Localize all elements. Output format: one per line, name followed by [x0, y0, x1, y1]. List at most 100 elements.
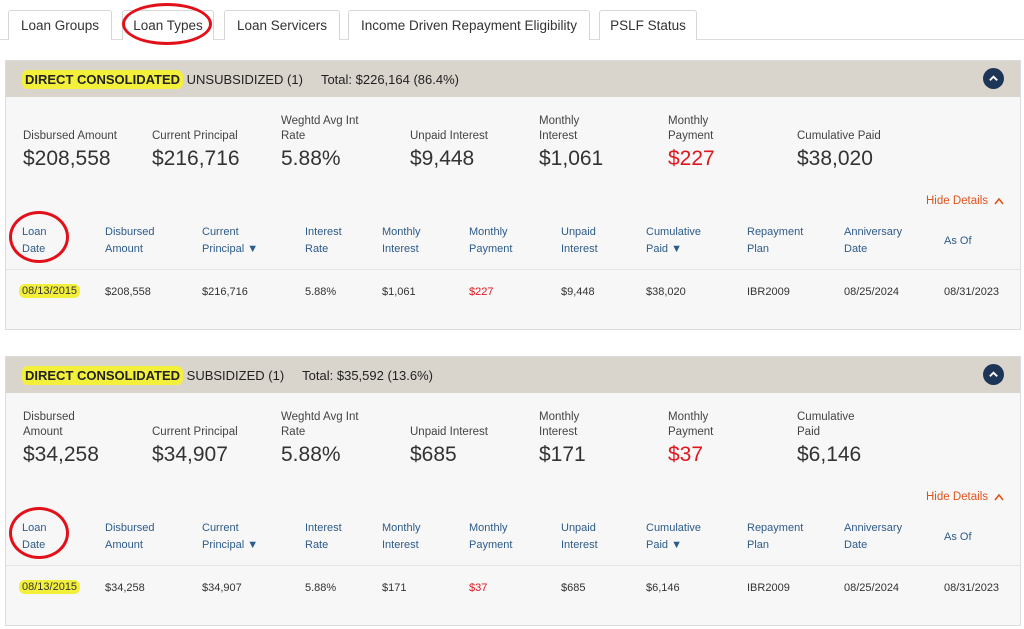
column-header-disbursed-amount[interactable]: Disbursed Amount: [105, 522, 155, 551]
tab-loan-groups[interactable]: Loan Groups: [8, 10, 112, 40]
tab-idr-eligibility[interactable]: Income Driven Repayment Eligibility: [348, 10, 590, 40]
chevron-up-icon: [994, 197, 1004, 205]
summary-label: Monthly Interest: [539, 411, 580, 438]
column-header-monthly-payment[interactable]: Monthly Payment: [469, 522, 513, 551]
cell-loan-date-value: 08/13/2015: [19, 580, 81, 594]
summary-value: $9,448: [410, 147, 475, 170]
cell-disbursed-amount: $208,558: [105, 286, 151, 298]
column-header-current-principal[interactable]: Current Principal ▼: [202, 522, 259, 551]
summary-value: $1,061: [539, 147, 604, 170]
column-header-unpaid-interest[interactable]: Unpaid Interest: [561, 522, 598, 551]
section-total: Total: $226,164 (86.4%): [320, 71, 459, 87]
summary-label: Weghtd Avg Int Rate: [281, 115, 359, 142]
cell-current-principal: $216,716: [202, 286, 248, 298]
section-title: DIRECT CONSOLIDATED SUBSIDIZED (1) Total:…: [22, 365, 433, 385]
tab-loan-servicers[interactable]: Loan Servicers: [224, 10, 340, 40]
summary-value: $208,558: [23, 147, 111, 170]
title-highlight: DIRECT CONSOLIDATED: [22, 69, 184, 89]
column-header-interest-rate[interactable]: Interest Rate: [305, 226, 342, 255]
column-header-as-of[interactable]: As Of: [944, 235, 972, 247]
column-header-disbursed-amount[interactable]: Disbursed Amount: [105, 226, 155, 255]
title-highlight: DIRECT CONSOLIDATED: [22, 365, 184, 385]
cell-current-principal: $34,907: [202, 582, 242, 594]
column-header-repayment-plan[interactable]: Repayment Plan: [747, 226, 804, 255]
summary-weighted-avg-rate: Weghtd Avg Int Rate 5.88%: [281, 114, 376, 172]
summary-label: Cumulative Paid: [797, 411, 855, 438]
summary-value: $171: [539, 443, 586, 466]
cell-loan-date-value: 08/13/2015: [19, 284, 81, 298]
summary-label: Cumulative Paid: [797, 130, 881, 142]
summary-cumulative-paid: Cumulative Paid $38,020: [797, 129, 917, 172]
cell-cumulative-paid: $6,146: [646, 582, 680, 594]
summary-weighted-avg-rate: Weghtd Avg Int Rate 5.88%: [281, 410, 376, 468]
chevron-up-icon: [994, 493, 1004, 501]
loan-type-section-unsubsidized: DIRECT CONSOLIDATED UNSUBSIDIZED (1) Tota…: [5, 60, 1021, 330]
column-header-cumulative-paid[interactable]: Cumulative Paid ▼: [646, 226, 702, 255]
cell-anniversary-date: 08/25/2024: [844, 286, 900, 298]
summary-unpaid-interest: Unpaid Interest $685: [410, 425, 530, 468]
column-header-current-principal[interactable]: Current Principal ▼: [202, 226, 259, 255]
summary-disbursed-amount: Disbursed Amount $208,558: [23, 129, 143, 172]
cell-monthly-interest: $1,061: [382, 286, 416, 298]
summary-current-principal: Current Principal $34,907: [152, 425, 272, 468]
summary-label: Monthly Interest: [539, 115, 580, 142]
column-header-anniversary-date[interactable]: Anniversary Date: [844, 226, 903, 255]
row-divider: [6, 565, 1020, 566]
section-header[interactable]: DIRECT CONSOLIDATED UNSUBSIDIZED (1) Tota…: [6, 61, 1020, 97]
cell-as-of: 08/31/2023: [944, 582, 1000, 594]
summary-value: $34,258: [23, 443, 99, 466]
summary-value: $227: [668, 147, 715, 170]
summary-label: Unpaid Interest: [410, 426, 488, 438]
summary-label: Monthly Payment: [668, 115, 714, 142]
cell-loan-date: 08/13/2015: [19, 284, 81, 298]
cell-monthly-payment: $227: [469, 286, 494, 298]
summary-label: Monthly Payment: [668, 411, 714, 438]
hide-details-link[interactable]: Hide Details: [926, 491, 1004, 503]
column-header-monthly-interest[interactable]: Monthly Interest: [382, 226, 421, 255]
column-header-interest-rate[interactable]: Interest Rate: [305, 522, 342, 551]
column-header-loan-date[interactable]: Loan Date: [22, 226, 47, 255]
title-rest: UNSUBSIDIZED (1): [183, 71, 303, 87]
summary-disbursed-amount: Disbursed Amount $34,258: [23, 410, 99, 468]
column-header-as-of[interactable]: As Of: [944, 531, 972, 543]
summary-cumulative-paid: Cumulative Paid $6,146: [797, 410, 867, 468]
summary-value: $34,907: [152, 443, 228, 466]
hide-details-label: Hide Details: [926, 491, 988, 503]
tab-loan-types[interactable]: Loan Types: [122, 10, 214, 40]
loan-tabs: Loan Groups Loan Types Loan Servicers In…: [0, 0, 1024, 40]
loan-type-section-subsidized: DIRECT CONSOLIDATED SUBSIDIZED (1) Total:…: [5, 356, 1021, 626]
summary-value: $685: [410, 443, 457, 466]
summary-value: 5.88%: [281, 147, 341, 170]
section-title: DIRECT CONSOLIDATED UNSUBSIDIZED (1) Tota…: [22, 69, 459, 89]
cell-disbursed-amount: $34,258: [105, 582, 145, 594]
cell-loan-date: 08/13/2015: [19, 580, 81, 594]
column-header-unpaid-interest[interactable]: Unpaid Interest: [561, 226, 598, 255]
summary-label: Current Principal: [152, 130, 238, 142]
column-header-loan-date[interactable]: Loan Date: [22, 522, 47, 551]
cell-as-of: 08/31/2023: [944, 286, 1000, 298]
summary-label: Current Principal: [152, 426, 238, 438]
title-rest: SUBSIDIZED (1): [183, 367, 285, 383]
summary-label: Unpaid Interest: [410, 130, 488, 142]
column-header-monthly-payment[interactable]: Monthly Payment: [469, 226, 513, 255]
cell-interest-rate: 5.88%: [305, 286, 337, 298]
row-divider: [6, 269, 1020, 270]
summary-monthly-payment: Monthly Payment $227: [668, 114, 728, 172]
collapse-button[interactable]: [983, 68, 1004, 89]
column-header-repayment-plan[interactable]: Repayment Plan: [747, 522, 804, 551]
column-header-anniversary-date[interactable]: Anniversary Date: [844, 522, 903, 551]
column-header-monthly-interest[interactable]: Monthly Interest: [382, 522, 421, 551]
cell-repayment-plan: IBR2009: [747, 286, 790, 298]
hide-details-link[interactable]: Hide Details: [926, 195, 1004, 207]
summary-value: $216,716: [152, 147, 240, 170]
summary-monthly-payment: Monthly Payment $37: [668, 410, 728, 468]
collapse-button[interactable]: [983, 364, 1004, 385]
section-header[interactable]: DIRECT CONSOLIDATED SUBSIDIZED (1) Total:…: [6, 357, 1020, 393]
summary-unpaid-interest: Unpaid Interest $9,448: [410, 129, 530, 172]
column-header-cumulative-paid[interactable]: Cumulative Paid ▼: [646, 522, 702, 551]
cell-cumulative-paid: $38,020: [646, 286, 686, 298]
chevron-up-icon: [989, 371, 998, 377]
section-total: Total: $35,592 (13.6%): [302, 367, 433, 383]
hide-details-label: Hide Details: [926, 195, 988, 207]
tab-pslf-status[interactable]: PSLF Status: [599, 10, 697, 40]
